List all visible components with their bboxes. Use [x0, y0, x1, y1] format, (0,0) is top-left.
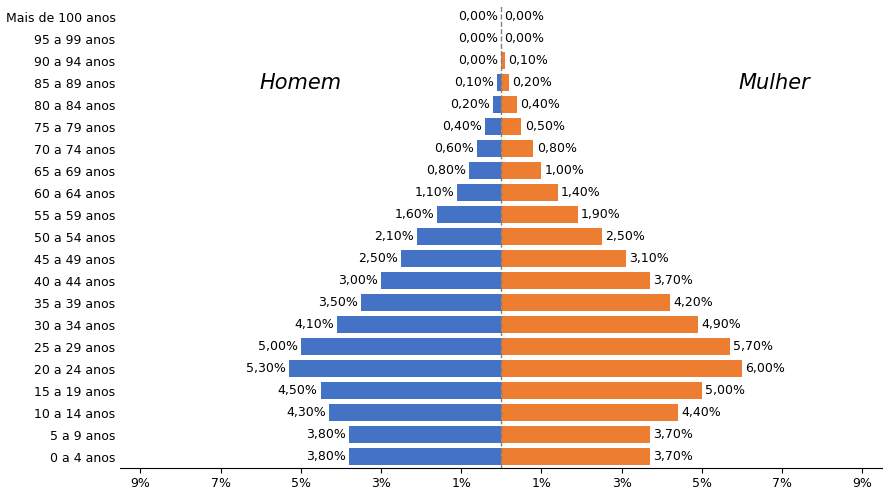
Text: 5,00%: 5,00% — [705, 384, 745, 397]
Bar — [502, 361, 742, 377]
Bar — [502, 185, 558, 201]
Text: 0,00%: 0,00% — [504, 32, 544, 45]
Bar — [502, 228, 602, 245]
Text: 1,10%: 1,10% — [415, 186, 454, 199]
Bar — [502, 74, 510, 91]
Bar — [289, 361, 502, 377]
Bar — [502, 96, 518, 113]
Bar — [502, 162, 542, 179]
Bar — [478, 140, 502, 157]
Bar — [502, 382, 702, 399]
Bar — [349, 448, 502, 465]
Bar — [381, 272, 502, 289]
Bar — [494, 96, 502, 113]
Bar — [457, 185, 502, 201]
Text: 2,10%: 2,10% — [374, 230, 414, 243]
Bar — [401, 250, 502, 267]
Text: 1,90%: 1,90% — [581, 208, 621, 221]
Text: 3,50%: 3,50% — [318, 296, 358, 309]
Bar — [502, 272, 650, 289]
Bar — [502, 404, 678, 421]
Bar — [502, 427, 650, 443]
Bar — [321, 382, 502, 399]
Bar — [329, 404, 502, 421]
Text: 0,00%: 0,00% — [458, 54, 498, 67]
Text: 4,40%: 4,40% — [681, 406, 721, 419]
Bar — [502, 338, 730, 355]
Text: 0,40%: 0,40% — [520, 98, 560, 111]
Text: 0,20%: 0,20% — [450, 98, 490, 111]
Bar — [502, 448, 650, 465]
Bar — [502, 119, 521, 135]
Text: 2,50%: 2,50% — [605, 230, 645, 243]
Text: 6,00%: 6,00% — [745, 362, 785, 375]
Bar — [417, 228, 502, 245]
Text: 3,70%: 3,70% — [653, 450, 693, 463]
Text: 0,20%: 0,20% — [512, 76, 552, 89]
Text: 4,20%: 4,20% — [673, 296, 713, 309]
Text: 4,90%: 4,90% — [702, 318, 741, 331]
Text: 3,10%: 3,10% — [629, 252, 669, 265]
Text: 4,50%: 4,50% — [278, 384, 318, 397]
Text: 0,00%: 0,00% — [504, 10, 544, 23]
Text: 4,10%: 4,10% — [294, 318, 334, 331]
Text: 3,70%: 3,70% — [653, 428, 693, 441]
Text: 3,80%: 3,80% — [305, 450, 345, 463]
Text: Homem: Homem — [259, 72, 342, 93]
Text: 5,70%: 5,70% — [733, 340, 773, 353]
Text: 1,40%: 1,40% — [560, 186, 600, 199]
Bar — [502, 250, 626, 267]
Text: 3,70%: 3,70% — [653, 274, 693, 287]
Text: 0,50%: 0,50% — [525, 120, 565, 133]
Bar — [301, 338, 502, 355]
Text: 4,30%: 4,30% — [286, 406, 326, 419]
Text: 0,40%: 0,40% — [442, 120, 482, 133]
Text: Mulher: Mulher — [738, 72, 810, 93]
Bar — [497, 74, 502, 91]
Text: 5,00%: 5,00% — [258, 340, 297, 353]
Text: 0,10%: 0,10% — [509, 54, 549, 67]
Bar — [502, 316, 698, 333]
Bar — [437, 206, 502, 223]
Text: 5,30%: 5,30% — [246, 362, 286, 375]
Text: 0,80%: 0,80% — [536, 142, 576, 155]
Bar — [502, 206, 577, 223]
Bar — [502, 295, 670, 311]
Bar — [502, 52, 505, 69]
Bar — [469, 162, 502, 179]
Bar — [361, 295, 502, 311]
Text: 0,00%: 0,00% — [458, 32, 498, 45]
Text: 0,10%: 0,10% — [455, 76, 494, 89]
Text: 1,00%: 1,00% — [544, 164, 584, 177]
Text: 2,50%: 2,50% — [358, 252, 398, 265]
Bar — [349, 427, 502, 443]
Bar — [337, 316, 502, 333]
Bar — [502, 140, 534, 157]
Bar — [486, 119, 502, 135]
Text: 3,00%: 3,00% — [338, 274, 377, 287]
Text: 0,60%: 0,60% — [434, 142, 474, 155]
Text: 1,60%: 1,60% — [394, 208, 434, 221]
Text: 3,80%: 3,80% — [305, 428, 345, 441]
Text: 0,00%: 0,00% — [458, 10, 498, 23]
Text: 0,80%: 0,80% — [426, 164, 466, 177]
